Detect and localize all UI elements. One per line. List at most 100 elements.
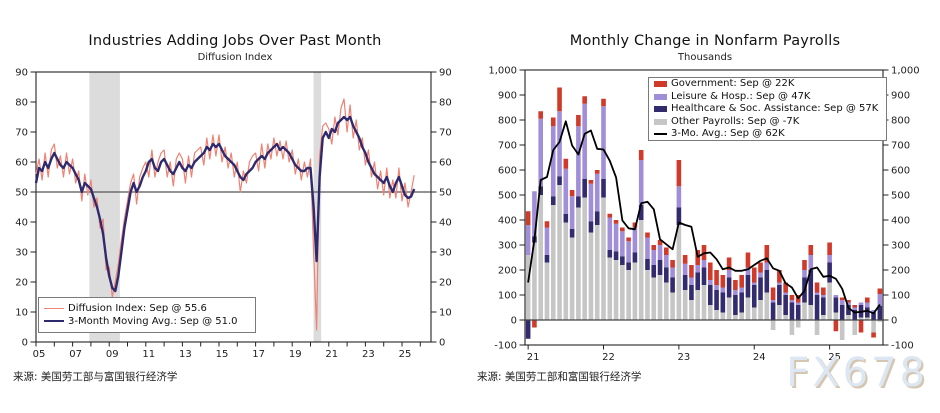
svg-text:100: 100 [498,291,517,302]
bar-segment-government [714,270,719,285]
svg-text:-100: -100 [891,341,914,352]
government-swatch [654,81,667,87]
svg-text:21: 21 [325,349,338,360]
bar-segment-leisure [557,111,562,177]
legend-label: Government: Sep @ 22K [671,78,795,90]
bar-segment-other [695,290,701,320]
bar-segment-leisure [676,186,682,208]
bar-segment-government [632,222,638,228]
bar-segment-healthcare [714,290,719,310]
bar-segment-other [871,320,876,333]
bar-segment-leisure [576,126,581,197]
bar-segment-government [689,265,694,278]
bar-segment-other [576,207,581,320]
svg-text:80: 80 [15,98,28,109]
bar-segment-government [770,287,776,300]
bar-segment-leisure [588,183,594,222]
bar-segment-leisure [714,285,719,290]
svg-text:800: 800 [498,116,517,127]
svg-text:500: 500 [891,191,910,202]
bar-segment-other [525,255,531,320]
bar-segment-healthcare [865,307,870,318]
bar-segment-other [751,307,757,320]
bar-segment-leisure [720,287,726,293]
bar-segment-government [808,245,814,255]
svg-text:900: 900 [891,91,910,102]
bar-segment-healthcare [638,205,644,220]
bar-segment-healthcare [695,272,701,290]
bar-segment-leisure [701,260,707,268]
svg-text:60: 60 [15,158,28,169]
bar-segment-government [739,275,744,288]
svg-text:700: 700 [498,141,517,152]
svg-text:0: 0 [511,316,517,327]
bar-segment-healthcare [777,285,782,305]
bar-segment-government [720,275,726,288]
left-chart-title: Industries Adding Jobs Over Past Month [88,33,382,49]
bar-segment-leisure [821,295,826,298]
bar-segment-other [532,242,537,320]
legend-label: Leisure & Hosp.: Sep @ 47K [671,90,811,102]
bar-segment-leisure [651,250,657,265]
bar-segment-leisure [632,227,638,253]
bar-segment-government [846,300,851,303]
bar-segment-leisure [865,302,870,308]
bar-segment-healthcare [789,302,795,320]
bar-segment-healthcare [846,305,851,315]
bar-segment-government [745,252,751,268]
bar-segment-other [676,225,682,320]
left-source-note: 来源: 美国劳工部与富国银行经济学 [13,371,178,383]
bar-segment-other [795,320,801,328]
svg-text:400: 400 [498,216,517,227]
bar-segment-other [764,292,770,320]
bar-segment-leisure [563,168,569,214]
bar-segment-other [682,290,688,320]
bar-segment-leisure [550,126,556,197]
bar-segment-leisure [758,272,763,278]
bar-segment-healthcare [632,252,638,263]
bar-segment-other [720,312,726,320]
bar-segment-healthcare [814,295,820,320]
bar-segment-leisure [607,217,613,250]
bar-segment-healthcare [689,285,694,300]
bar-segment-other [664,282,669,320]
bar-segment-other [613,260,619,320]
bar-segment-healthcare [676,207,682,225]
bar-segment-government [569,190,575,197]
svg-text:30: 30 [439,248,452,259]
svg-text:11: 11 [142,349,155,360]
svg-text:800: 800 [891,116,910,127]
svg-text:09: 09 [106,349,119,360]
bar-segment-government [538,111,543,119]
bar-segment-government [645,232,650,238]
bar-segment-healthcare [607,250,613,258]
bar-segment-leisure [814,292,820,295]
svg-text:50: 50 [15,188,28,199]
right-chart-subtitle: Thousands [677,52,733,63]
bar-segment-government [814,282,820,293]
fx678-watermark: FX678 [786,350,928,396]
legend-item-healthcare: Healthcare & Soc. Assistance: Sep @ 57K [654,103,880,115]
legend-item-diffusion-index: Diffusion Index: Sep @ 55.6 [44,303,249,315]
svg-text:20: 20 [15,278,28,289]
bar-segment-other [714,310,719,320]
bar-segment-other [626,270,631,320]
bar-segment-healthcare [764,270,770,293]
bar-segment-government [657,240,663,245]
bar-segment-other [620,265,625,320]
svg-text:200: 200 [498,266,517,277]
legend-label: Healthcare & Soc. Assistance: Sep @ 57K [671,103,879,115]
bar-segment-government [877,288,883,294]
diffusion-line-swatch [44,308,64,310]
bar-segment-government [582,96,587,104]
bar-segment-government [707,262,713,280]
bar-segment-leisure [871,310,876,313]
bar-segment-leisure [764,262,770,270]
bar-segment-healthcare [758,277,763,300]
bar-segment-healthcare [651,265,657,278]
legend-item-3mo-avg: 3-Mo. Avg.: Sep @ 62K [654,128,880,140]
bar-segment-other [726,297,732,320]
bar-segment-other [777,305,782,320]
bar-segment-healthcare [839,305,845,320]
